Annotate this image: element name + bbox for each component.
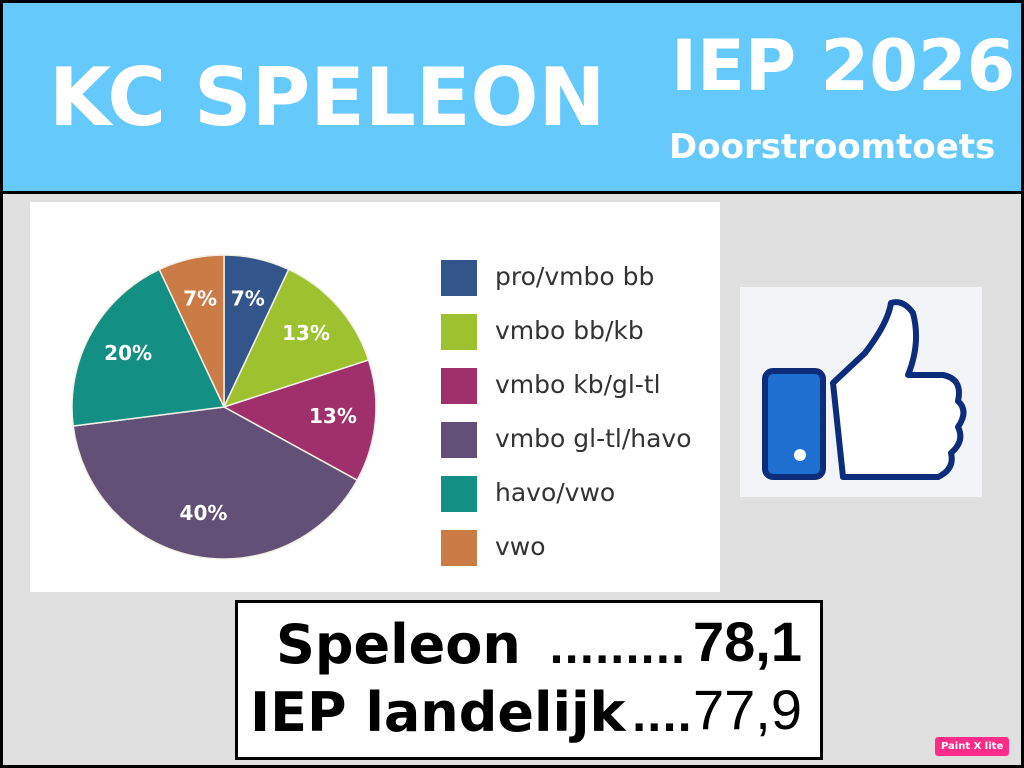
score-dots: .... xyxy=(631,695,693,741)
slice-label: 20% xyxy=(104,341,152,365)
slice-label: 40% xyxy=(180,501,228,525)
legend-label: havo/vwo xyxy=(495,478,615,507)
header: KC SPELEON IEP 2026 Doorstroomtoets xyxy=(3,3,1021,194)
slice-label: 7% xyxy=(183,287,217,311)
chart: 7% 13% 13% 40% 20% 7% pro/vmbo bb vmbo bb/kb vmb… xyxy=(30,202,982,592)
score-row: Speleon......... xyxy=(250,613,686,676)
slice-label: 13% xyxy=(282,321,330,345)
legend-swatch xyxy=(441,530,477,566)
legend-label: vmbo bb/kb xyxy=(495,316,644,345)
score-label: Speleon xyxy=(276,613,521,676)
slice-label: 13% xyxy=(309,404,357,428)
legend-swatch xyxy=(441,314,477,350)
test-name: IEP 2026 xyxy=(671,25,1016,107)
legend-swatch xyxy=(441,422,477,458)
title: KC SPELEON xyxy=(49,51,606,144)
legend-label: pro/vmbo bb xyxy=(495,262,654,291)
legend-label: vmbo kb/gl-tl xyxy=(495,370,661,399)
subtitle: Doorstroomtoets xyxy=(669,127,996,167)
pie-slice xyxy=(222,359,377,482)
pie-slice xyxy=(72,406,359,560)
legend-label: vwo xyxy=(495,532,546,561)
score-value: 77,9 xyxy=(693,678,802,741)
badge: Paint X lite xyxy=(935,737,1010,756)
slice-label: 7% xyxy=(231,287,265,311)
score-row: IEP landelijk.... xyxy=(250,681,692,744)
score-value: 78,1 xyxy=(693,610,802,673)
thumbs-up-icon xyxy=(740,287,982,497)
pie-slice xyxy=(222,268,370,409)
legend-swatch xyxy=(441,260,477,296)
pie-slice xyxy=(71,268,226,427)
legend-swatch xyxy=(441,476,477,512)
score-label: IEP landelijk xyxy=(250,681,626,744)
score-dots: ......... xyxy=(548,627,686,673)
score-box: Speleon......... 78,1 IEP landelijk.... 77,… xyxy=(235,600,823,760)
pie-slice xyxy=(158,254,225,408)
legend-label: vmbo gl-tl/havo xyxy=(495,424,692,453)
legend-swatch xyxy=(441,368,477,404)
